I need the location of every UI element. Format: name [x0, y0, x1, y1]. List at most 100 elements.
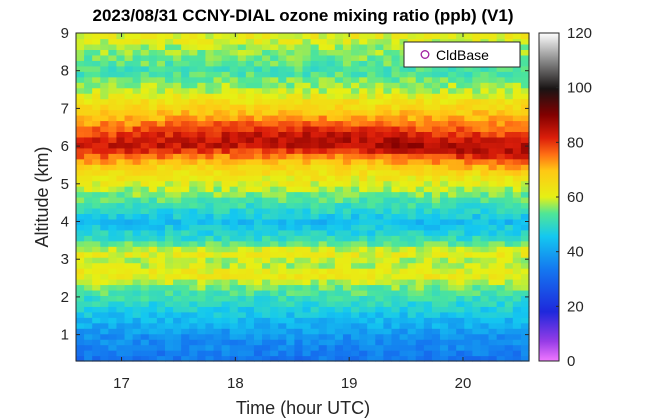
heatmap-cell: [213, 251, 223, 258]
heatmap-cell: [383, 98, 393, 105]
heatmap-cell: [253, 246, 263, 253]
heatmap-cell: [294, 49, 304, 56]
heatmap-cell: [440, 246, 449, 253]
heatmap-cell: [84, 109, 93, 116]
heatmap-cell: [496, 142, 506, 149]
heatmap-cell: [294, 355, 304, 362]
heatmap-cell: [286, 153, 296, 160]
heatmap-cell: [92, 235, 101, 242]
heatmap-cell: [480, 186, 490, 193]
heatmap-cell: [504, 175, 514, 182]
heatmap-cell: [326, 153, 336, 160]
heatmap-cell: [229, 136, 239, 143]
heatmap-cell: [197, 60, 207, 67]
heatmap-cell: [448, 229, 457, 236]
heatmap-cell: [342, 235, 352, 242]
heatmap-cell: [456, 136, 465, 143]
heatmap-cell: [124, 268, 134, 275]
heatmap-cell: [464, 164, 473, 171]
heatmap-cell: [181, 224, 190, 231]
heatmap-cell: [132, 350, 142, 357]
heatmap-cell: [383, 169, 393, 176]
heatmap-cell: [253, 289, 263, 296]
heatmap-cell: [318, 257, 328, 264]
heatmap-cell: [334, 229, 344, 236]
heatmap-cell: [407, 235, 417, 242]
heatmap-cell: [262, 246, 271, 253]
heatmap-cell: [116, 153, 126, 160]
heatmap-cell: [164, 213, 174, 220]
heatmap-cell: [512, 142, 522, 149]
heatmap-cell: [181, 191, 190, 198]
heatmap-cell: [237, 306, 247, 313]
heatmap-cell: [84, 71, 93, 78]
heatmap-cell: [359, 169, 368, 176]
heatmap-cell: [124, 235, 134, 242]
legend-box: CldBase: [403, 41, 521, 68]
heatmap-cell: [181, 87, 190, 94]
heatmap-cell: [100, 207, 109, 214]
heatmap-cell: [326, 76, 336, 83]
heatmap-cell: [399, 147, 409, 154]
heatmap-cell: [512, 169, 522, 176]
heatmap-cell: [383, 180, 393, 187]
heatmap-cell: [181, 350, 190, 357]
heatmap-cell: [440, 115, 449, 122]
heatmap-cell: [237, 213, 247, 220]
heatmap-cell: [108, 169, 118, 176]
heatmap-cell: [132, 311, 142, 318]
heatmap-cell: [342, 180, 352, 187]
heatmap-cell: [375, 93, 384, 100]
heatmap-cell: [407, 87, 417, 94]
heatmap-cell: [456, 65, 465, 72]
heatmap-cell: [367, 328, 376, 335]
heatmap-cell: [132, 306, 142, 313]
heatmap-cell: [520, 202, 530, 209]
heatmap-cell: [423, 268, 433, 275]
heatmap-cell: [92, 175, 101, 182]
heatmap-cell: [415, 246, 425, 253]
heatmap-cell: [286, 180, 296, 187]
heatmap-cell: [76, 109, 85, 116]
heatmap-cell: [189, 273, 198, 280]
heatmap-cell: [318, 93, 328, 100]
heatmap-cell: [375, 229, 384, 236]
heatmap-cell: [262, 251, 271, 258]
heatmap-cell: [440, 279, 449, 286]
heatmap-cell: [173, 229, 182, 236]
heatmap-cell: [262, 153, 271, 160]
heatmap-cell: [504, 120, 514, 127]
heatmap-cell: [253, 49, 263, 56]
heatmap-cell: [132, 191, 142, 198]
heatmap-cell: [221, 125, 231, 132]
heatmap-cell: [399, 197, 409, 204]
heatmap-cell: [124, 306, 134, 313]
heatmap-cell: [431, 306, 441, 313]
heatmap-cell: [262, 186, 271, 193]
heatmap-cell: [140, 65, 150, 72]
heatmap-cell: [464, 350, 473, 357]
heatmap-cell: [108, 175, 118, 182]
heatmap-cell: [367, 76, 376, 83]
heatmap-cell: [132, 125, 142, 132]
heatmap-cell: [456, 257, 465, 264]
heatmap-cell: [278, 355, 287, 362]
heatmap-cell: [383, 317, 393, 324]
heatmap-cell: [286, 235, 296, 242]
heatmap-cell: [302, 339, 312, 346]
heatmap-cell: [156, 240, 166, 247]
heatmap-cell: [415, 300, 425, 307]
heatmap-cell: [367, 180, 376, 187]
heatmap-cell: [76, 251, 85, 258]
heatmap-cell: [294, 322, 304, 329]
heatmap-cell: [237, 289, 247, 296]
heatmap-cell: [488, 322, 498, 329]
heatmap-cell: [116, 268, 126, 275]
heatmap-cell: [391, 218, 401, 225]
heatmap-cell: [520, 43, 530, 50]
heatmap-cell: [391, 339, 401, 346]
heatmap-cell: [173, 257, 182, 264]
heatmap-cell: [423, 229, 433, 236]
heatmap-cell: [391, 93, 401, 100]
heatmap-cell: [310, 60, 320, 67]
